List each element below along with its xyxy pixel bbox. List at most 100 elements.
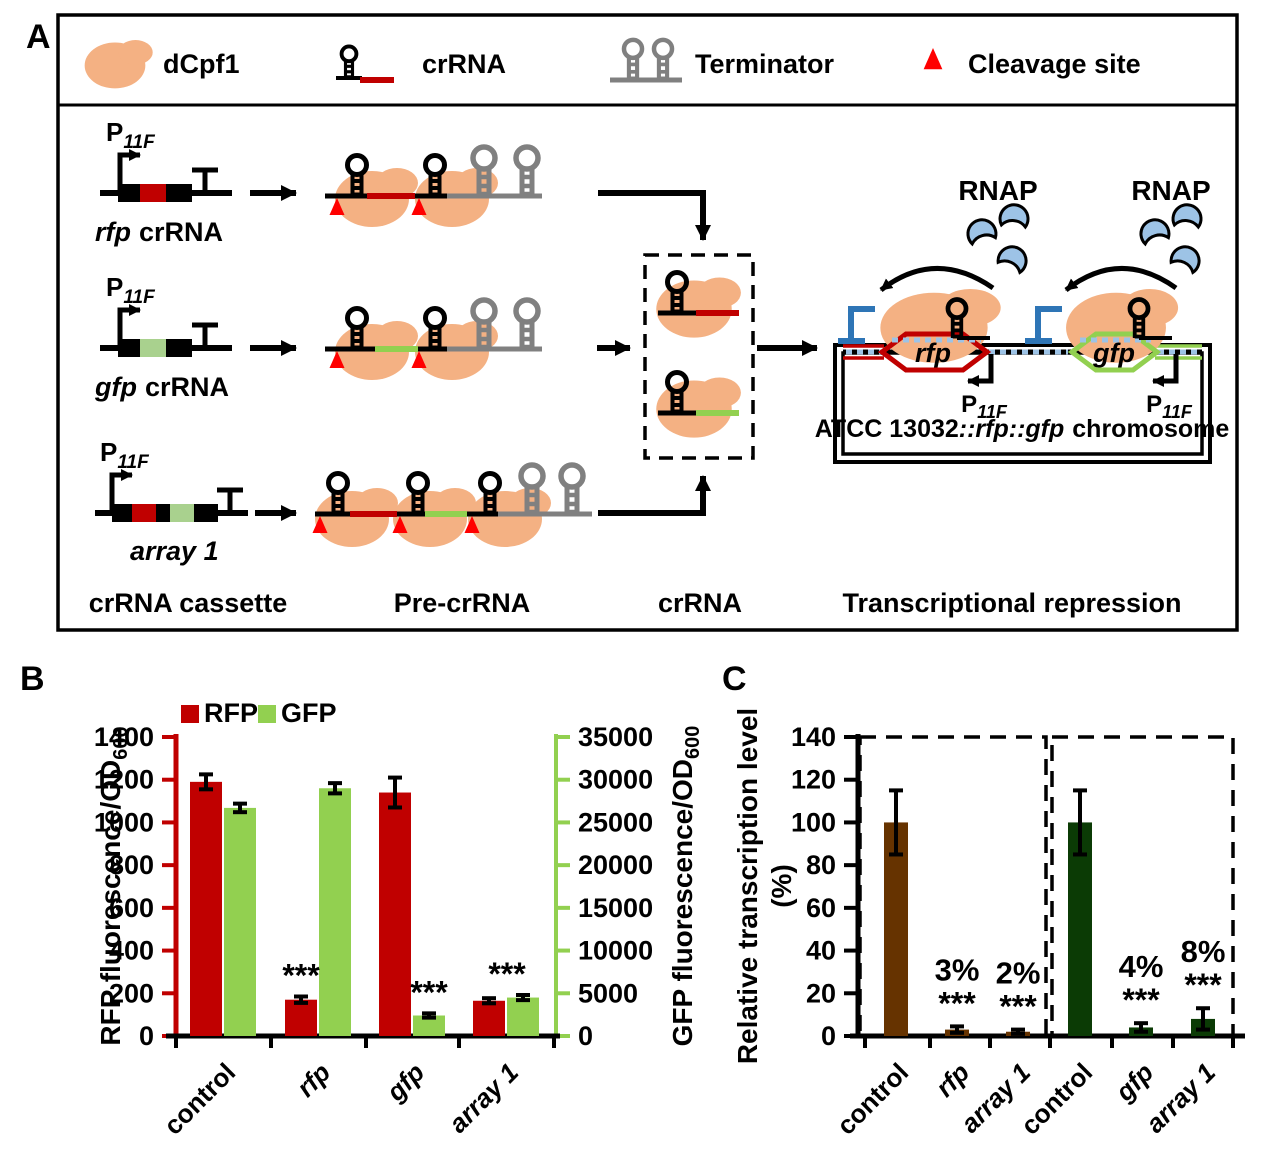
promoter-arrow-icon (117, 149, 141, 191)
right-tick-label: 10000 (578, 936, 653, 966)
promoter-label: P11F (961, 391, 1008, 422)
y-tick-label: 20 (806, 978, 836, 1008)
left-tick-label: 1400 (94, 722, 154, 752)
category-label: rfp (291, 1057, 337, 1103)
y-tick-label: 0 (821, 1021, 836, 1051)
terminator-icon (516, 147, 538, 196)
stage-crrna: crRNA (658, 588, 742, 618)
stage-labels: crRNA cassette Pre-crRNA crRNA Transcrip… (89, 588, 1182, 618)
left-tick-label: 400 (109, 936, 154, 966)
promoter-arrow-icon (109, 469, 133, 511)
chromosome-box (833, 343, 1212, 464)
promoter-label: P11F (100, 437, 150, 473)
bar-RFP-2 (379, 792, 411, 1036)
rnap-icon (1170, 202, 1204, 229)
bar-GFP-2 (413, 1015, 445, 1036)
chromosome-label: ATCC 13032::rfp::gfp chromosome (815, 415, 1230, 443)
crrna-icon (336, 44, 394, 83)
rnap-eviction-arrow-icon (1064, 266, 1178, 292)
crrna-box (643, 253, 755, 460)
arrow-icon (598, 190, 711, 241)
terminator-icon (516, 300, 538, 349)
panel-c-label: C (722, 660, 747, 698)
significance-stars: *** (1122, 982, 1160, 1018)
bar-GFP-3 (507, 997, 539, 1036)
category-label: control (158, 1057, 242, 1141)
axis-title: (%) (766, 864, 797, 908)
promoter-arrow-icon (117, 304, 141, 346)
significance-stars: *** (488, 956, 526, 992)
right-tick-label: 20000 (578, 850, 653, 880)
panel-a-box (56, 13, 1239, 632)
right-tick-label: 0 (578, 1021, 593, 1051)
promoter-arrow-icon (967, 354, 994, 387)
category-label: array 1 (443, 1057, 525, 1139)
bar-RFP-3 (473, 1000, 505, 1036)
legend-terminator-label: Terminator (695, 49, 835, 79)
left-tick-label: 200 (109, 978, 154, 1008)
category-label: rfp (930, 1057, 976, 1103)
bar-RFP-0 (190, 781, 222, 1036)
bar-3 (1068, 822, 1092, 1036)
gfp-dna-bubble (1067, 331, 1162, 373)
right-tick-label: 15000 (578, 893, 653, 923)
left-tick-label: 1200 (94, 765, 154, 795)
category-label: gfp (380, 1057, 431, 1108)
repression-block-icon (1025, 306, 1062, 344)
pct-label: 3% (935, 952, 980, 987)
y-tick-label: 120 (791, 765, 836, 795)
legend-swatch-GFP (258, 705, 276, 723)
repression-diagram: rfp gfp RNAP RNAP P11F P11F ATCC 13032::… (815, 175, 1230, 464)
rfp-gene-label: rfp (915, 338, 951, 368)
chart-c: 020406080100120140***3%***2%***4%***8%co… (732, 708, 1245, 1141)
category-label: array 1 (1140, 1057, 1222, 1139)
significance-stars: *** (410, 974, 448, 1010)
gfp-gene-label: gfp (1092, 338, 1135, 368)
rnap-icon (1167, 240, 1206, 275)
cassette-array1: P11F array 1 (95, 437, 248, 566)
axis-title: Relative transcription level (732, 708, 763, 1064)
stage-pre-crrna: Pre-crRNA (394, 588, 531, 618)
y-tick-label: 80 (806, 850, 836, 880)
terminator-icon (561, 465, 583, 514)
pre-crrna-array1 (312, 465, 592, 547)
cassette-array1-label: array 1 (130, 536, 219, 566)
repression-block-icon (838, 306, 875, 344)
cassette-rfp: P11F rfp crRNA (95, 117, 232, 247)
rnap-label: RNAP (1131, 175, 1210, 206)
panel-a-legend: dCpf1 crRNA Terminator Cleavage site (84, 40, 1141, 89)
stage-crrna-cassette: crRNA cassette (89, 588, 288, 618)
promoter-label: P11F (1146, 391, 1193, 422)
arrow-icon (598, 475, 711, 516)
y-tick-label: 40 (806, 936, 836, 966)
legend-cleavage-label: Cleavage site (968, 49, 1141, 79)
right-tick-label: 5000 (578, 978, 638, 1008)
left-tick-label: 1000 (94, 807, 154, 837)
legend-label-GFP: GFP (281, 698, 337, 728)
rnap-cluster (963, 202, 1206, 275)
legend-swatch-RFP (181, 705, 199, 723)
left-tick-label: 0 (139, 1021, 154, 1051)
panel-b-label: B (20, 660, 45, 698)
pct-label: 8% (1181, 934, 1226, 969)
legend-crrna-label: crRNA (422, 49, 506, 79)
bar-GFP-0 (224, 807, 256, 1036)
chart-b: RFP GFP 0 200 400 600 800 1000 1200 1400 0 5000 1000… (94, 698, 704, 1141)
rnap-label: RNAP (958, 175, 1037, 206)
pct-label: 4% (1119, 949, 1164, 984)
y-tick-label: 100 (791, 807, 836, 837)
stage-transcriptional-repression: Transcriptional repression (842, 588, 1181, 618)
y-tick-label: 60 (806, 893, 836, 923)
legend-label-RFP: RFP (204, 698, 258, 728)
rnap-icon (963, 215, 999, 246)
significance-stars: *** (1184, 967, 1222, 1003)
pre-crrna-rfp (325, 147, 542, 227)
left-tick-label: 800 (109, 850, 154, 880)
cassette-rfp-label: rfp crRNA (95, 217, 223, 247)
pct-label: 2% (996, 956, 1041, 991)
axis-title: GFP fluorescence/OD600 (667, 726, 704, 1047)
significance-stars: *** (938, 985, 976, 1021)
rnap-eviction-arrow-icon (879, 266, 995, 292)
significance-stars: *** (999, 989, 1037, 1025)
